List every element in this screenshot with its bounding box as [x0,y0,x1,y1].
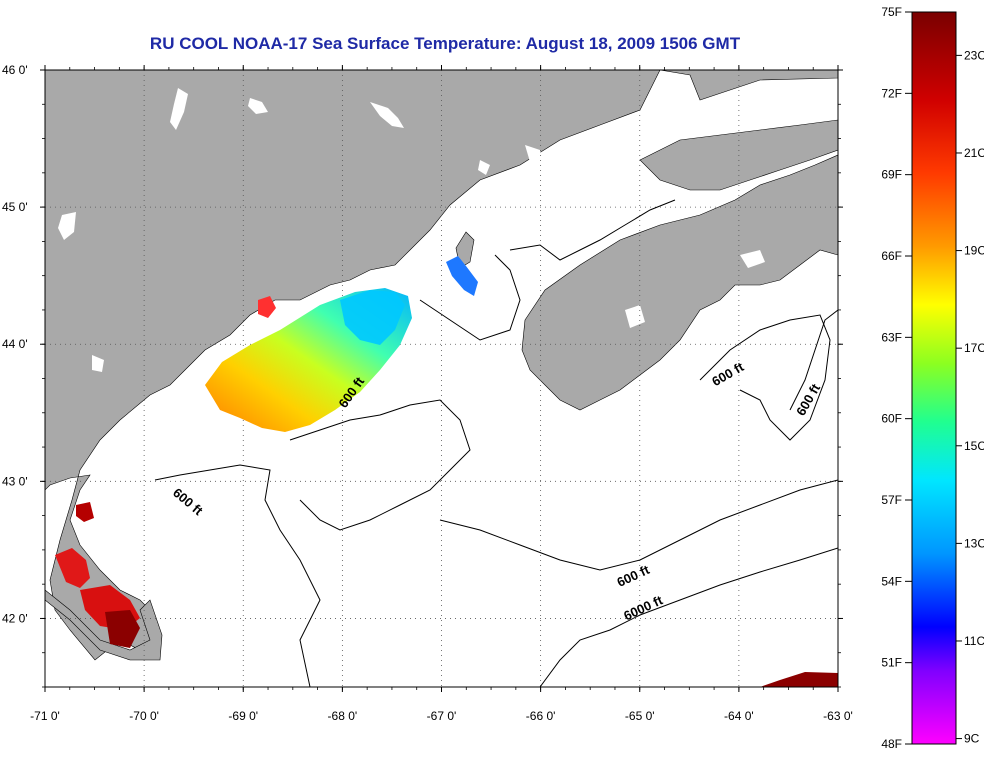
depth-contours [154,199,838,687]
colorbar-c-label: 21C [964,146,984,160]
lon-tick-label: -70 0' [129,709,159,723]
longitude-ticks: -71 0' -70 0' -69 0' -68 0' -67 0' -66 0' -65 … [30,65,853,723]
sst-patch-east [340,290,405,345]
sst-patch-southeast [760,672,838,687]
colorbar-f-label: 75F [881,5,902,19]
contour-bay [509,199,676,261]
lon-tick-label: -71 0' [30,709,60,723]
colorbar-c-label: 11C [964,634,984,648]
contour-600ft-west [154,464,321,687]
lon-tick-label: -68 0' [328,709,358,723]
lon-tick-label: -65 0' [625,709,655,723]
land-nova-scotia [521,154,838,411]
lat-tick-label: 43 0' [2,474,28,488]
contour-600ft-south [439,479,838,571]
colorbar-f-label: 51F [881,656,902,670]
lat-tick-label: 45 0' [2,200,28,214]
sst-patch-north-shore [76,502,94,522]
map-grid [45,70,838,687]
lon-tick-label: -63 0' [823,709,853,723]
lon-tick-label: -64 0' [724,709,754,723]
sst-patch-bay-of-fundy [446,256,478,296]
colorbar-celsius-labels: 23C 21C 19C 17C 15C 13C 11C 9C [956,48,984,746]
sst-patch-cape-cod-dark [105,610,140,648]
colorbar-f-label: 66F [881,249,902,263]
colorbar-c-label: 19C [964,244,984,258]
latitude-ticks: 46 0' 45 0' 44 0' 43 0' 42 0' [2,63,843,688]
colorbar-c-label: 17C [964,341,984,355]
lon-tick-label: -69 0' [228,709,258,723]
lon-tick-label: -66 0' [526,709,556,723]
land-mainland [45,70,838,661]
contour-600ft-east [699,314,831,441]
lat-tick-label: 42 0' [2,611,28,625]
map-title: RU COOL NOAA-17 Sea Surface Temperature:… [149,34,741,53]
colorbar [911,11,957,745]
sst-data [55,256,838,687]
colorbar-c-label: 15C [964,439,984,453]
colorbar-f-label: 60F [881,412,902,426]
contour-600ft-far-east [789,309,838,411]
sst-patch-coastal [258,296,276,318]
colorbar-fahrenheit-labels: 75F 72F 69F 66F 63F 60F 57F 54F 51F 48F [881,5,912,751]
colorbar-f-label: 72F [881,86,902,100]
contour-6000ft [539,547,838,687]
colorbar-f-label: 57F [881,493,902,507]
contour-600ft-north [419,254,521,341]
lat-tick-label: 44 0' [2,337,28,351]
contour-600ft-central [289,399,471,531]
colorbar-c-label: 13C [964,536,984,550]
colorbar-c-label: 9C [964,732,980,746]
colorbar-f-label: 69F [881,168,902,182]
lat-tick-label: 46 0' [2,63,28,77]
colorbar-f-label: 63F [881,330,902,344]
land-cape-cod [45,589,163,661]
colorbar-f-label: 54F [881,574,902,588]
colorbar-f-label: 48F [881,737,902,751]
colorbar-c-label: 23C [964,48,984,62]
lon-tick-label: -67 0' [427,709,457,723]
sst-patch-massachusetts [55,548,90,588]
